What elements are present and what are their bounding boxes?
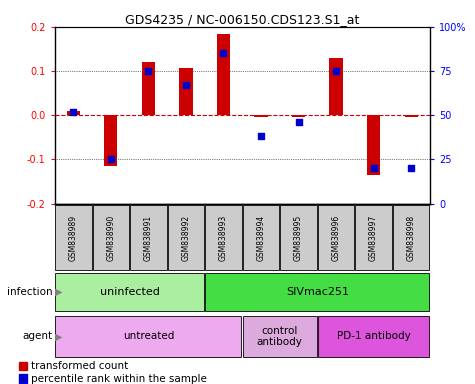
FancyBboxPatch shape — [280, 205, 317, 270]
Text: agent: agent — [22, 331, 52, 341]
Text: GSM838997: GSM838997 — [369, 215, 378, 261]
FancyBboxPatch shape — [55, 205, 92, 270]
Text: GSM838994: GSM838994 — [256, 215, 266, 261]
Text: untreated: untreated — [123, 331, 174, 341]
Text: GSM838990: GSM838990 — [106, 215, 115, 261]
Text: GSM838989: GSM838989 — [69, 215, 78, 261]
Title: GDS4235 / NC-006150.CDS123.S1_at: GDS4235 / NC-006150.CDS123.S1_at — [125, 13, 360, 26]
Text: percentile rank within the sample: percentile rank within the sample — [31, 374, 207, 384]
FancyBboxPatch shape — [205, 205, 242, 270]
Bar — [19, 362, 27, 370]
Text: GSM838995: GSM838995 — [294, 215, 303, 261]
FancyBboxPatch shape — [56, 273, 204, 311]
FancyBboxPatch shape — [243, 205, 279, 270]
Text: GSM838991: GSM838991 — [144, 215, 153, 261]
FancyBboxPatch shape — [206, 273, 429, 311]
Text: uninfected: uninfected — [100, 287, 160, 297]
Point — [144, 68, 152, 74]
Bar — [19, 374, 27, 383]
Bar — [67, 111, 80, 115]
Bar — [330, 58, 342, 115]
Point — [370, 165, 377, 171]
Point — [182, 82, 190, 88]
FancyBboxPatch shape — [318, 316, 429, 357]
FancyBboxPatch shape — [393, 205, 429, 270]
FancyBboxPatch shape — [56, 316, 241, 357]
Bar — [255, 115, 267, 118]
Bar — [180, 68, 192, 115]
Text: PD-1 antibody: PD-1 antibody — [337, 331, 410, 341]
Point — [69, 109, 77, 115]
Bar — [142, 62, 155, 115]
Bar — [405, 115, 418, 118]
Point — [219, 50, 227, 56]
Point — [107, 156, 115, 162]
FancyBboxPatch shape — [93, 205, 129, 270]
Text: infection: infection — [7, 287, 52, 297]
Text: GSM838992: GSM838992 — [181, 215, 190, 261]
Point — [257, 133, 265, 139]
FancyBboxPatch shape — [168, 205, 204, 270]
Text: control
antibody: control antibody — [257, 326, 303, 347]
Text: ▶: ▶ — [55, 287, 63, 297]
Text: GSM838993: GSM838993 — [219, 215, 228, 261]
Bar — [104, 115, 117, 166]
Point — [407, 165, 415, 171]
FancyBboxPatch shape — [355, 205, 392, 270]
Bar — [292, 115, 305, 118]
Text: ▶: ▶ — [55, 331, 63, 341]
Text: GSM838998: GSM838998 — [407, 215, 416, 261]
Point — [332, 68, 340, 74]
FancyBboxPatch shape — [130, 205, 167, 270]
FancyBboxPatch shape — [243, 316, 316, 357]
Text: SIVmac251: SIVmac251 — [286, 287, 349, 297]
Bar — [217, 33, 230, 115]
Point — [294, 119, 302, 125]
Bar — [367, 115, 380, 175]
Text: GSM838996: GSM838996 — [332, 215, 341, 261]
Text: transformed count: transformed count — [31, 361, 129, 371]
FancyBboxPatch shape — [318, 205, 354, 270]
